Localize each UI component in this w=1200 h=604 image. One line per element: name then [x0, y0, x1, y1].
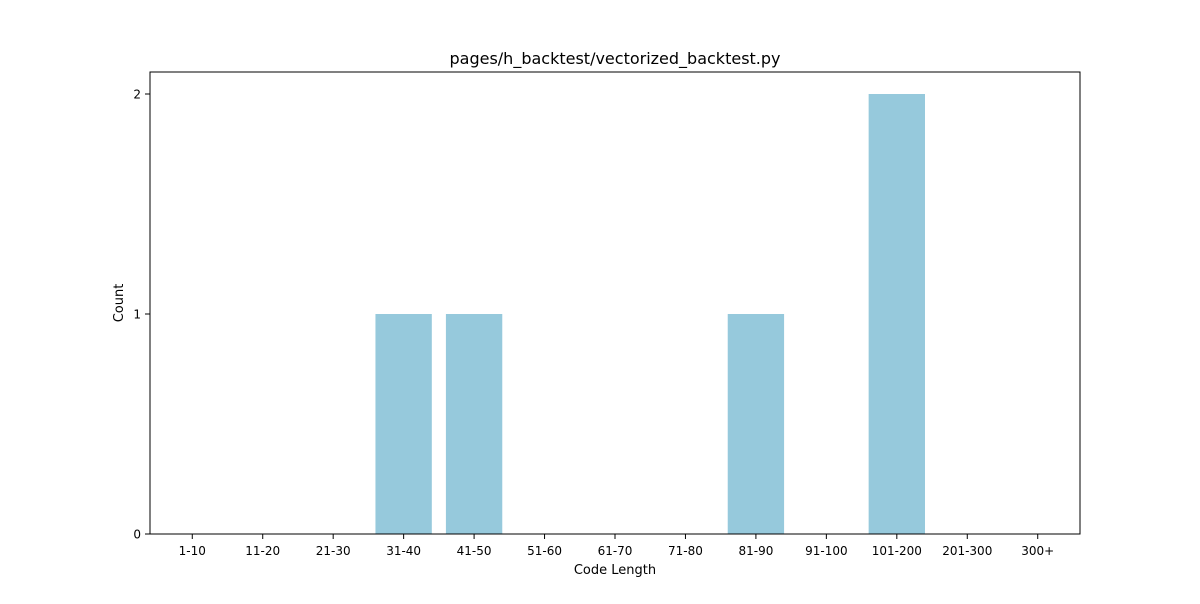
bar-81-90	[727, 314, 785, 534]
y-axis-label: Count	[112, 284, 127, 323]
x-axis: 1-10 11-20 21-30 31-40 41-50 51-60 61-70 71-80 8…	[179, 534, 1054, 558]
x-tick-label: 101-200	[872, 544, 922, 558]
x-tick-label: 51-60	[527, 544, 562, 558]
x-tick-label: 81-90	[738, 544, 773, 558]
x-tick-label: 41-50	[457, 544, 492, 558]
x-tick-label: 71-80	[668, 544, 703, 558]
x-tick-label: 31-40	[386, 544, 421, 558]
x-tick-label: 21-30	[316, 544, 351, 558]
plot-frame	[149, 71, 1081, 535]
y-tick-label: 0	[133, 528, 141, 542]
bar-101-200	[868, 94, 925, 534]
x-tick-label: 91-100	[805, 544, 848, 558]
x-tick-label: 300+	[1021, 544, 1054, 558]
bar-41-50	[445, 314, 503, 534]
x-tick-label: 201-300	[942, 544, 992, 558]
bars-layer	[375, 94, 925, 534]
y-tick-label: 1	[133, 308, 141, 322]
x-tick-label: 61-70	[598, 544, 633, 558]
y-tick-label: 2	[133, 88, 141, 102]
bar-31-40	[375, 314, 432, 534]
x-axis-label: Code Length	[574, 563, 656, 578]
y-axis: 0 1 2	[133, 88, 150, 542]
x-tick-label: 1-10	[179, 544, 206, 558]
x-tick-label: 11-20	[245, 544, 280, 558]
chart-title: pages/h_backtest/vectorized_backtest.py	[449, 49, 780, 69]
